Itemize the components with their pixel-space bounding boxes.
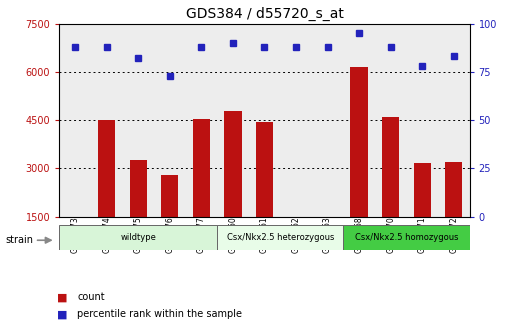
Bar [59, 24, 91, 217]
Bar [350, 67, 368, 217]
Bar [91, 24, 122, 217]
Bar [154, 24, 186, 217]
Bar [445, 162, 462, 217]
Text: wildtype: wildtype [120, 233, 156, 242]
Bar [407, 24, 438, 217]
Bar [130, 160, 147, 217]
Text: Csx/Nkx2.5 homozygous: Csx/Nkx2.5 homozygous [354, 233, 458, 242]
Text: percentile rank within the sample: percentile rank within the sample [77, 309, 243, 319]
Bar [217, 225, 343, 250]
Bar [413, 163, 431, 217]
Bar [186, 24, 217, 217]
Bar [312, 24, 343, 217]
Bar [438, 24, 470, 217]
Bar [343, 225, 470, 250]
Text: ■: ■ [57, 309, 67, 319]
Bar [122, 24, 154, 217]
Bar [280, 24, 312, 217]
Text: strain: strain [5, 235, 33, 245]
Bar [224, 111, 241, 217]
Bar [59, 225, 217, 250]
Bar [382, 117, 399, 217]
Title: GDS384 / d55720_s_at: GDS384 / d55720_s_at [186, 7, 343, 21]
Bar [98, 120, 116, 217]
Bar [217, 24, 249, 217]
Bar [192, 119, 210, 217]
Bar [256, 122, 273, 217]
Text: ■: ■ [57, 292, 67, 302]
Bar [375, 24, 407, 217]
Text: count: count [77, 292, 105, 302]
Bar [343, 24, 375, 217]
Bar [161, 175, 179, 217]
Bar [249, 24, 280, 217]
Text: Csx/Nkx2.5 heterozygous: Csx/Nkx2.5 heterozygous [227, 233, 334, 242]
